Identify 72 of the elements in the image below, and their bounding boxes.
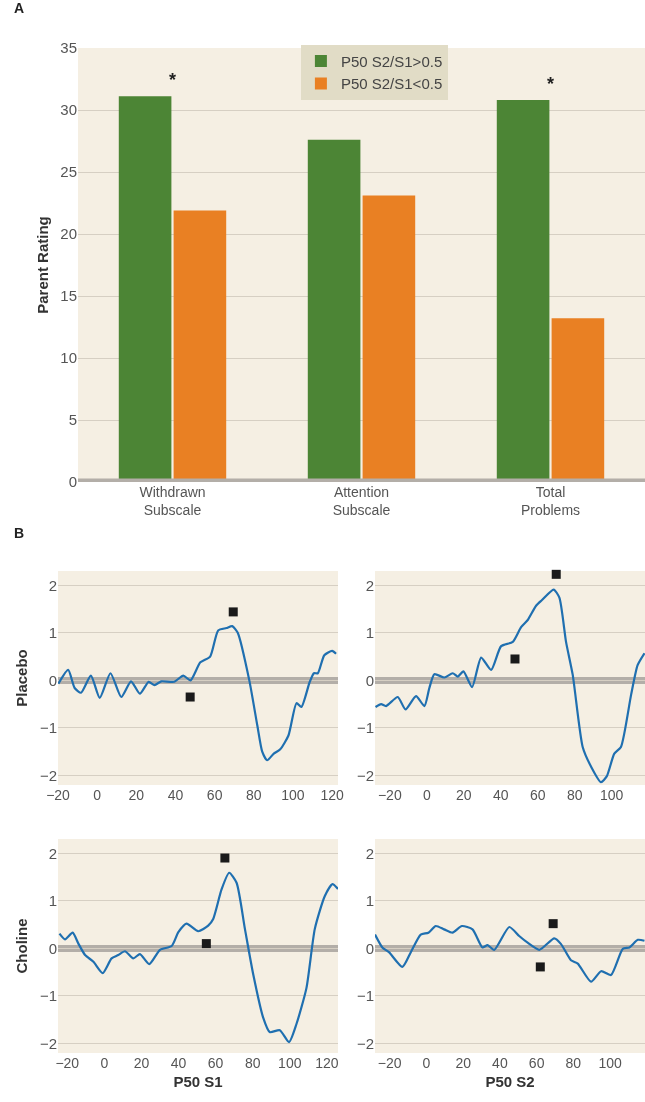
y-tick-label: 30 <box>60 101 77 119</box>
x-tick-label: Withdrawn Subscale <box>139 484 206 519</box>
y-tick-label: −1 <box>39 719 57 737</box>
x-tick-label: 20 <box>455 1055 472 1071</box>
y-tick-label: 0 <box>48 939 57 957</box>
x-tick-label: 40 <box>492 787 509 803</box>
x-tick-label: 100 <box>600 787 624 803</box>
y-tick-label: 20 <box>60 225 77 243</box>
annotation: * <box>169 70 177 90</box>
x-tick-label: 80 <box>246 787 262 803</box>
y-tick-label: 2 <box>365 844 374 862</box>
x-tick-label: 60 <box>206 787 223 803</box>
y-tick-label: −2 <box>39 1034 57 1052</box>
x-tick-label: 120 <box>320 787 345 803</box>
x-tick-label: Attention Subscale <box>332 484 391 519</box>
x-tick-label: 80 <box>565 1055 582 1071</box>
x-tick-label: −20 <box>46 787 71 803</box>
y-tick-label: 2 <box>365 576 374 594</box>
x-tick-label: 20 <box>133 1055 150 1071</box>
legend-label: P50 S2/S1<0.5 <box>340 75 443 93</box>
x-tick-label: 100 <box>281 787 305 803</box>
x-tick-label: 80 <box>566 787 583 803</box>
y-tick-label: 25 <box>60 163 77 181</box>
x-tick-label: 0 <box>422 1055 431 1071</box>
y-axis-title: Choline <box>13 918 31 974</box>
y-tick-label: 5 <box>68 411 77 429</box>
x-axis-title: P50 S1 <box>173 1073 223 1090</box>
y-tick-label: −2 <box>356 766 374 784</box>
text: B <box>14 525 25 541</box>
x-tick-label: 60 <box>528 1055 545 1071</box>
legend-label: P50 S2/S1>0.5 <box>340 52 443 70</box>
x-tick-label: 0 <box>100 1055 109 1071</box>
y-tick-label: −2 <box>39 766 57 784</box>
x-tick-label: 100 <box>598 1055 622 1071</box>
y-tick-label: 2 <box>48 576 57 594</box>
text: A <box>14 0 25 16</box>
y-tick-label: 2 <box>48 844 57 862</box>
x-tick-label: 40 <box>167 787 184 803</box>
x-tick-label: 0 <box>422 787 431 803</box>
y-axis-title: Parent Rating <box>33 216 51 314</box>
y-tick-label: 1 <box>48 892 57 910</box>
x-tick-label: 80 <box>244 1055 261 1071</box>
x-tick-label: 20 <box>455 787 472 803</box>
y-tick-label: −1 <box>356 987 374 1005</box>
y-axis-title: Placebo <box>13 649 31 707</box>
x-tick-label: Total Problems <box>520 484 581 519</box>
x-tick-label: 60 <box>207 1055 224 1071</box>
x-tick-label: 100 <box>278 1055 302 1071</box>
x-axis-title: P50 S2 <box>485 1073 535 1090</box>
x-tick-label: 60 <box>529 787 546 803</box>
y-tick-label: 1 <box>48 624 57 642</box>
y-tick-label: 0 <box>365 671 374 689</box>
x-tick-label: 120 <box>315 1055 339 1071</box>
x-tick-label: −20 <box>377 1055 402 1071</box>
y-tick-label: −1 <box>39 987 57 1005</box>
y-tick-label: 0 <box>68 473 77 491</box>
y-tick-label: −1 <box>356 719 374 737</box>
y-tick-label: 1 <box>365 624 374 642</box>
y-tick-label: 15 <box>60 287 77 305</box>
x-tick-label: −20 <box>55 1055 80 1071</box>
x-tick-label: 20 <box>128 787 145 803</box>
x-tick-label: 0 <box>93 787 102 803</box>
x-tick-label: 40 <box>170 1055 187 1071</box>
x-tick-label: 40 <box>492 1055 508 1071</box>
y-tick-label: 0 <box>48 671 57 689</box>
y-tick-label: 10 <box>60 349 77 367</box>
x-tick-label: −20 <box>377 787 402 803</box>
y-tick-label: 0 <box>365 939 374 957</box>
y-tick-label: 1 <box>365 892 374 910</box>
y-tick-label: −2 <box>356 1034 374 1052</box>
annotation: * <box>547 74 555 94</box>
y-tick-label: 35 <box>60 39 77 57</box>
